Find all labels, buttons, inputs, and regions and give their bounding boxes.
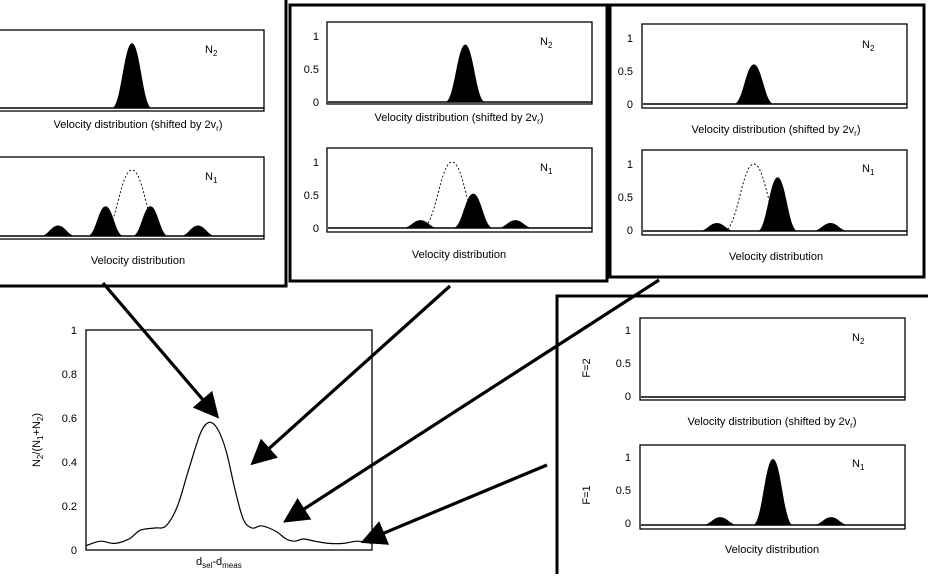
p1-top-label: N2 (205, 44, 218, 58)
p3-bottom-ytick-0: 0 (627, 225, 633, 237)
p3-bottom-xlabel: Velocity distribution (729, 251, 823, 263)
p1-top-fill (112, 43, 152, 109)
inset-panel-3-frame (608, 3, 926, 279)
p2-bottom-fill (402, 193, 534, 228)
p3-bottom-ytick-1: 1 (627, 159, 633, 171)
p1-bottom-label: N1 (205, 171, 218, 185)
inset-panel-1-frame (0, 0, 288, 288)
p3-bottom-label: N1 (862, 163, 875, 177)
p2-bottom-ytick-0: 0 (313, 223, 319, 235)
p3-top-label: N2 (862, 39, 875, 53)
p2-top-ytick-0.5: 0.5 (304, 64, 319, 76)
main-curve (85, 421, 373, 547)
p4-bottom-ytick-0.5: 0.5 (616, 485, 631, 497)
p3-bottom-peak (698, 222, 735, 231)
main-ytick-0.4: 0.4 (62, 457, 77, 469)
p3-top-fill (733, 64, 774, 104)
p4-bottom-ylabel: F=1 (581, 485, 593, 504)
p4-top-xlabel: Velocity distribution (shifted by 2vr) (688, 416, 857, 430)
p4-bottom-fill (702, 459, 850, 525)
p2-bottom-peak (453, 193, 494, 228)
p3-top-peak (733, 64, 774, 104)
p2-bottom-xlabel: Velocity distribution (412, 249, 506, 261)
inset-panel-1: N2 Velocity distribution (shifted by 2vr… (0, 0, 288, 288)
main-ytick-0.6: 0.6 (62, 413, 77, 425)
p3-bottom-dashed-envelope (723, 163, 785, 232)
p1-bottom-fill (40, 206, 216, 236)
p2-top-fill (445, 44, 486, 102)
inset-panel-3: 1 0.5 0 N2 Velocity distribution (shifte… (608, 3, 926, 279)
p4-top-ytick-1: 1 (625, 325, 631, 337)
p4-bottom-label: N1 (852, 458, 865, 472)
p4-top-plot (639, 317, 906, 401)
p3-bottom-peak (757, 177, 798, 231)
p4-top-ylabel: F=2 (581, 358, 593, 377)
p3-top-xlabel: Velocity distribution (shifted by 2vr) (692, 124, 861, 138)
inset-panel-4: F=2 1 0.5 0 N2 Velocity distribution (sh… (555, 294, 928, 579)
p1-top-xlabel: Velocity distribution (shifted by 2vr) (54, 119, 223, 133)
p4-bottom-peak (813, 517, 850, 525)
p1-bottom-peak (132, 206, 169, 236)
p1-bottom-peak (40, 225, 77, 236)
main-plot: 0 0.2 0.4 0.6 0.8 1 N2/(N1+N2) dsel-dmea… (31, 325, 373, 570)
p3-top-ytick-1: 1 (627, 33, 633, 45)
inset-panel-2-frame (288, 3, 609, 283)
p2-bottom-ytick-0.5: 0.5 (304, 190, 319, 202)
main-plot-frame (85, 329, 373, 551)
p1-bottom-peak (180, 225, 216, 236)
p2-top-ytick-0: 0 (313, 97, 319, 109)
p4-bottom-xlabel: Velocity distribution (725, 544, 819, 556)
inset-panel-2: 1 0.5 0 N2 Velocity distribution (shifte… (288, 3, 609, 283)
main-ytick-0: 0 (71, 545, 77, 557)
p2-top-ytick-1: 1 (313, 31, 319, 43)
p4-bottom-ytick-1: 1 (625, 452, 631, 464)
main-ytick-1: 1 (71, 325, 77, 337)
main-ytick-0.2: 0.2 (62, 501, 77, 513)
main-ytick-0.8: 0.8 (62, 369, 77, 381)
p3-bottom-ytick-0.5: 0.5 (618, 192, 633, 204)
p2-bottom-label: N1 (540, 162, 553, 176)
p3-bottom-fill (698, 177, 849, 231)
p2-bottom-peak (497, 220, 534, 228)
p4-top-ytick-0.5: 0.5 (616, 358, 631, 370)
arrow-panel4-to-curve (360, 463, 548, 545)
p4-top-ytick-0: 0 (625, 391, 631, 403)
p3-top-ytick-0: 0 (627, 99, 633, 111)
p2-bottom-peak (402, 220, 439, 228)
arrow-panel3-to-curve (282, 278, 660, 523)
arrow-panel2-to-curve (250, 284, 452, 466)
p1-top-peak (112, 43, 152, 109)
p2-bottom-plot (326, 147, 593, 233)
p3-bottom-peak (812, 222, 849, 231)
arrow-panel1-to-peak (101, 281, 220, 419)
p4-bottom-ytick-0: 0 (625, 518, 631, 530)
p2-top-xlabel: Velocity distribution (shifted by 2vr) (375, 112, 544, 126)
p3-top-plot (641, 23, 908, 109)
p4-top-label: N2 (852, 332, 865, 346)
p4-bottom-peak (753, 459, 793, 525)
p2-top-peak (445, 44, 486, 102)
p3-top-ytick-0.5: 0.5 (618, 66, 633, 78)
p1-bottom-plot (0, 156, 265, 240)
arrows (101, 278, 660, 545)
p2-bottom-ytick-1: 1 (313, 157, 319, 169)
main-y-axis-label: N2/(N1+N2) (31, 413, 45, 467)
p1-bottom-peak (87, 206, 124, 236)
p2-top-label: N2 (540, 36, 553, 50)
p1-bottom-xlabel: Velocity distribution (91, 255, 185, 267)
main-x-axis-label: dsel-dmeas (196, 556, 242, 570)
p4-bottom-peak (702, 517, 739, 525)
